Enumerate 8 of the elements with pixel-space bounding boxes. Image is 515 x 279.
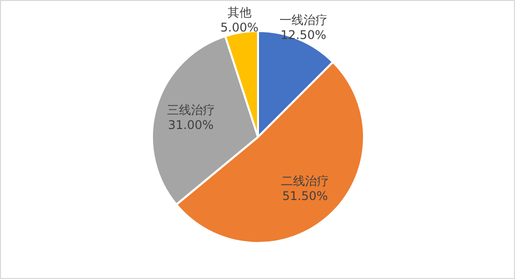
slice-label: 一线治疗 (279, 12, 328, 27)
slice-label: 三线治疗 (166, 102, 215, 117)
data-label: 12.50% (280, 28, 326, 42)
data-label: 31.00% (168, 118, 214, 132)
slice-label: 二线治疗 (281, 174, 330, 188)
data-label: 5.00% (220, 20, 258, 34)
slice-label: 其他 (227, 5, 252, 20)
data-label: 51.50% (282, 189, 328, 204)
